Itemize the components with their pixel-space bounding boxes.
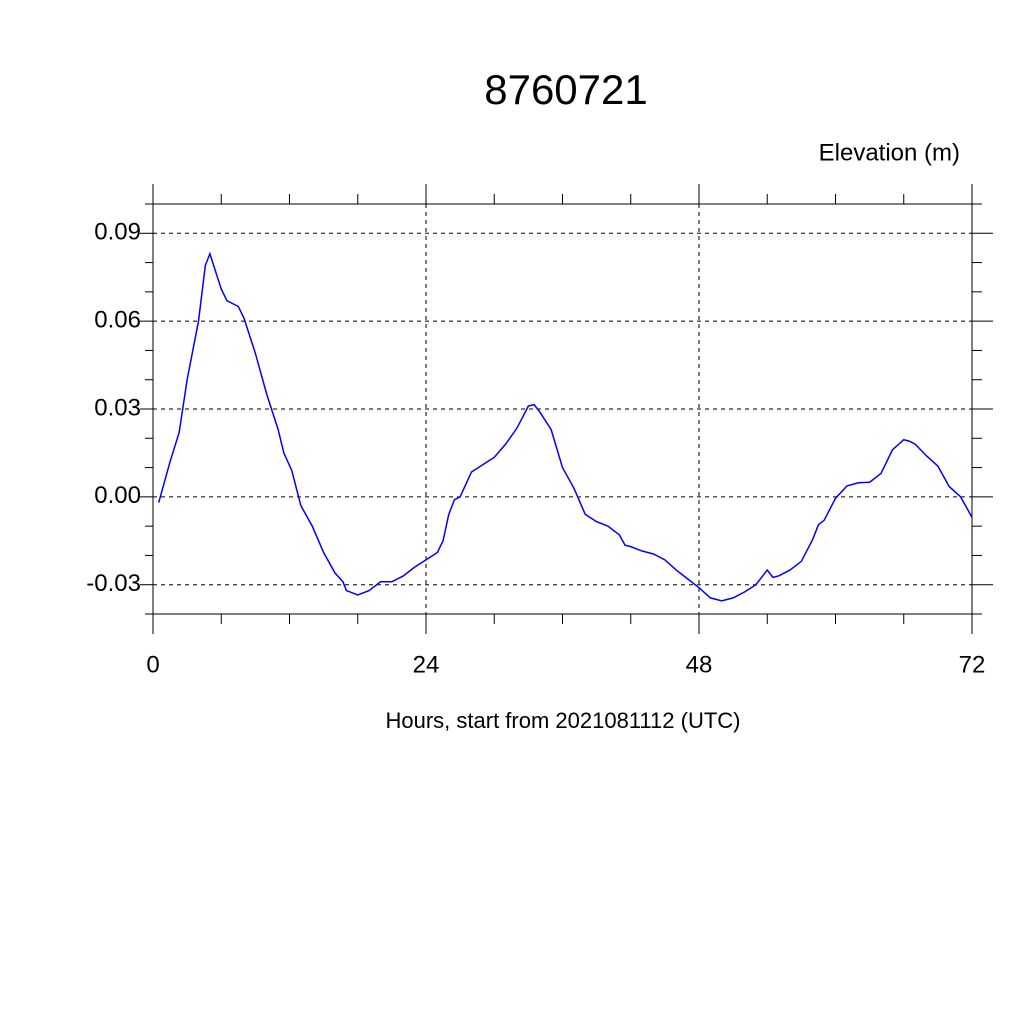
y-tick-label: 0.06	[94, 306, 141, 333]
data-line	[157, 251, 973, 602]
x-tick-label: 24	[413, 651, 440, 678]
x-axis-label: Hours, start from 2021081112 (UTC)	[386, 708, 741, 733]
y-tick-label: 0.00	[94, 482, 141, 509]
y-tick-label: 0.09	[94, 219, 141, 246]
x-tick-label: 72	[959, 651, 986, 678]
chart-subtitle: Elevation (m)	[819, 139, 960, 166]
x-tick-label: 0	[146, 651, 159, 678]
y-tick-label: -0.03	[86, 570, 141, 597]
chart-title: 8760721	[484, 66, 648, 113]
x-tick-label: 48	[686, 651, 713, 678]
y-tick-label: 0.03	[94, 394, 141, 421]
